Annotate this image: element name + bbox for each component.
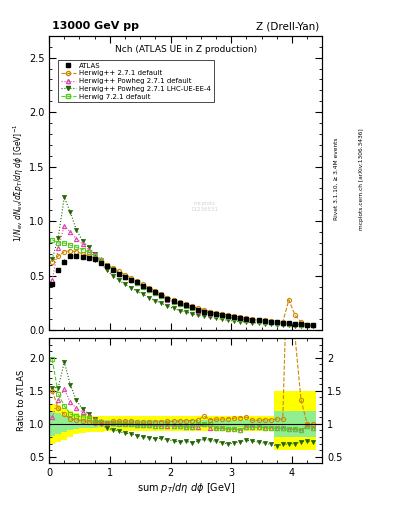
Text: Rivet 3.1.10, ≥ 3.4M events: Rivet 3.1.10, ≥ 3.4M events: [334, 138, 338, 221]
X-axis label: sum $p_T/d\eta\ d\phi$ [GeV]: sum $p_T/d\eta\ d\phi$ [GeV]: [137, 481, 235, 495]
Legend: ATLAS, Herwig++ 2.7.1 default, Herwig++ Powheg 2.7.1 default, Herwig++ Powheg 2.: ATLAS, Herwig++ 2.7.1 default, Herwig++ …: [58, 60, 213, 102]
Text: Nch (ATLAS UE in Z production): Nch (ATLAS UE in Z production): [115, 45, 257, 54]
Text: mcplots
11236531: mcplots 11236531: [191, 201, 219, 212]
Text: 13000 GeV pp: 13000 GeV pp: [52, 22, 139, 31]
Y-axis label: $1/N_\mathregular{ev}\ dN_\mathregular{ev}/d\Sigma p_T/d\eta\ d\phi\ [\mathregul: $1/N_\mathregular{ev}\ dN_\mathregular{e…: [11, 124, 26, 242]
Y-axis label: Ratio to ATLAS: Ratio to ATLAS: [17, 370, 26, 431]
Text: mcplots.cern.ch [arXiv:1306.3436]: mcplots.cern.ch [arXiv:1306.3436]: [359, 129, 364, 230]
Text: Z (Drell-Yan): Z (Drell-Yan): [256, 22, 320, 31]
